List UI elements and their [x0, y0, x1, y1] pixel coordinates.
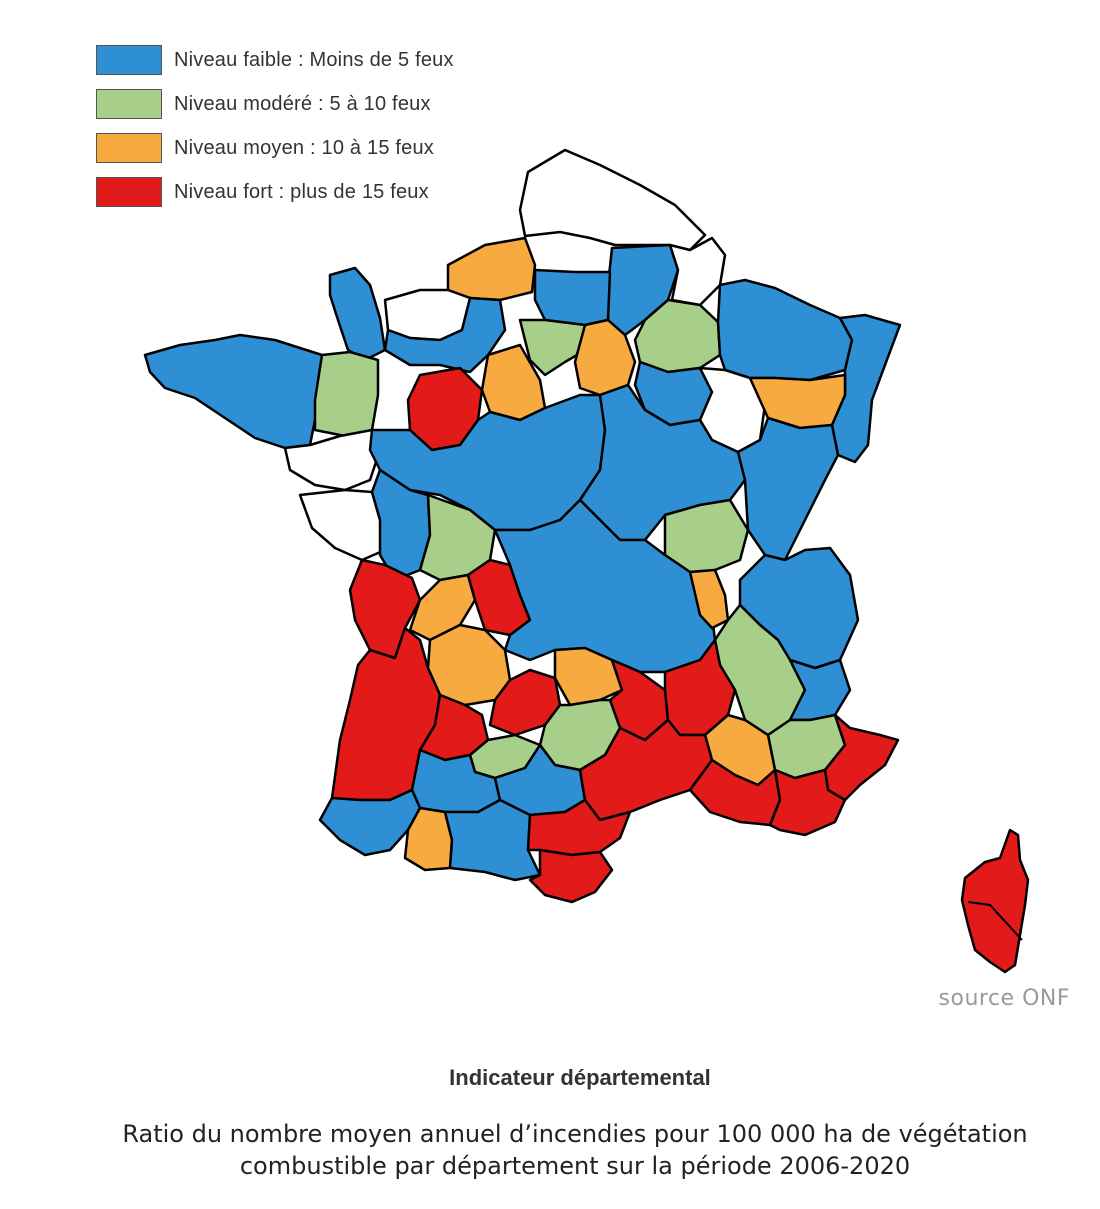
region-corse	[960, 828, 1030, 974]
region-haute-saone	[748, 373, 847, 430]
legend-swatch-moyen	[96, 133, 162, 163]
legend-label-modere: Niveau modéré : 5 à 10 feux	[174, 92, 431, 115]
region-nord-pas-de-calais	[518, 148, 707, 252]
france-departments-map	[143, 148, 1030, 974]
region-cantal	[553, 646, 624, 707]
legend-swatch-faible	[96, 45, 162, 75]
source-credit: source ONF	[938, 986, 1070, 1011]
region-mayenne	[313, 350, 380, 438]
corse-border-line	[967, 901, 1023, 941]
region-manche	[328, 266, 387, 362]
region-pyrenees-atlantiques	[318, 788, 422, 857]
map-caption: Ratio du nombre moyen annuel d’incendies…	[0, 1118, 1100, 1182]
region-calvados-orne	[383, 296, 507, 374]
region-var	[768, 768, 847, 837]
legend-item-faible: Niveau faible : Moins de 5 feux	[96, 38, 454, 82]
region-loire-atlantique	[283, 428, 382, 492]
caption-line-2: combustible par département sur la pério…	[239, 1152, 911, 1180]
map-title: Indicateur départemental	[449, 1065, 711, 1090]
legend-swatch-modere	[96, 89, 162, 119]
region-saone-et-loire	[663, 498, 750, 574]
legend-label-faible: Niveau faible : Moins de 5 feux	[174, 48, 454, 71]
legend-item-fort: Niveau fort : plus de 15 feux	[96, 170, 454, 214]
region-alpes-maritimes	[823, 713, 900, 802]
region-lorraine	[716, 278, 854, 382]
region-bretagne	[143, 333, 324, 450]
caption-line-1: Ratio du nombre moyen annuel d’incendies…	[122, 1120, 1028, 1148]
map-legend: Niveau faible : Moins de 5 feux Niveau m…	[96, 38, 454, 214]
region-vendee	[298, 488, 387, 562]
region-somme	[446, 236, 537, 302]
region-pyrenees-orientales	[528, 848, 614, 904]
region-charente	[408, 573, 477, 642]
region-alsace	[830, 313, 902, 464]
region-haute-garonne-ariege	[443, 798, 542, 882]
region-ile-de-france	[518, 318, 587, 377]
region-ardennes	[668, 236, 727, 307]
legend-swatch-fort	[96, 177, 162, 207]
region-oise	[533, 268, 612, 327]
legend-item-moyen: Niveau moyen : 10 à 15 feux	[96, 126, 454, 170]
legend-label-moyen: Niveau moyen : 10 à 15 feux	[174, 136, 434, 159]
region-aude	[526, 798, 632, 857]
region-marne	[633, 298, 722, 374]
legend-item-modere: Niveau modéré : 5 à 10 feux	[96, 82, 454, 126]
legend-label-fort: Niveau fort : plus de 15 feux	[174, 180, 429, 203]
